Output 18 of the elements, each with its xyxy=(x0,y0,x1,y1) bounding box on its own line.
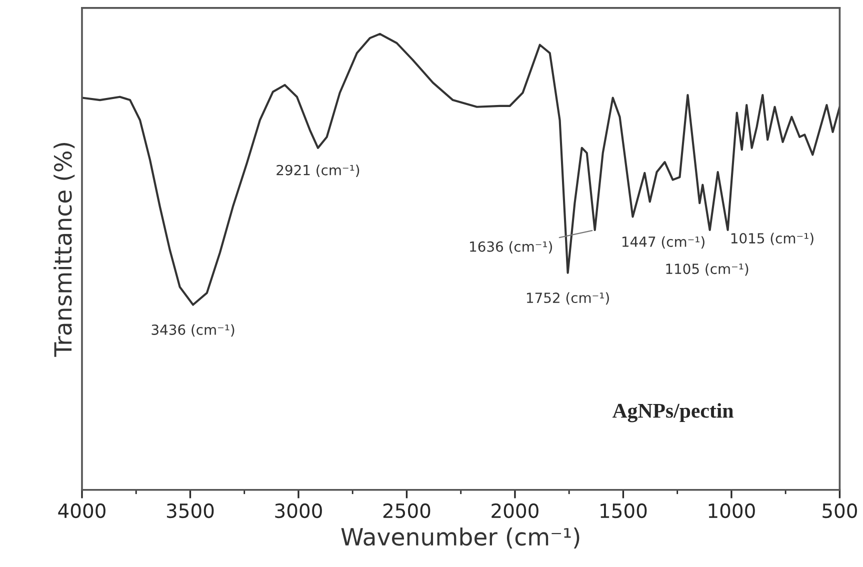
annotation: 1447 (cm⁻¹) xyxy=(622,236,704,249)
x-tick-label: 4000 xyxy=(58,503,106,518)
annotation: 1752 (cm⁻¹) xyxy=(526,292,609,305)
x-tick-label: 1500 xyxy=(600,503,647,518)
y-axis-title: Transmittance (%) xyxy=(54,143,75,357)
annotation: 1636 (cm⁻¹) xyxy=(470,241,552,254)
annotation: 3436 (cm⁻¹) xyxy=(152,324,234,337)
x-axis-title: Wavenumber (cm⁻¹) xyxy=(341,527,580,549)
x-tick-label: 3500 xyxy=(166,503,214,518)
annotation: 2921 (cm⁻¹) xyxy=(276,164,360,177)
annotation: AgNPs/pectin xyxy=(612,403,734,422)
x-tick-label: 2000 xyxy=(492,503,538,518)
x-tick-label: 1000 xyxy=(708,503,755,518)
annotation: 1015 (cm⁻¹) xyxy=(731,232,814,246)
annotation: 1105 (cm⁻¹) xyxy=(666,263,748,276)
x-tick-label: 2500 xyxy=(383,503,430,518)
x-tick-label: 500 xyxy=(822,503,857,518)
x-tick-label: 3000 xyxy=(275,503,322,518)
